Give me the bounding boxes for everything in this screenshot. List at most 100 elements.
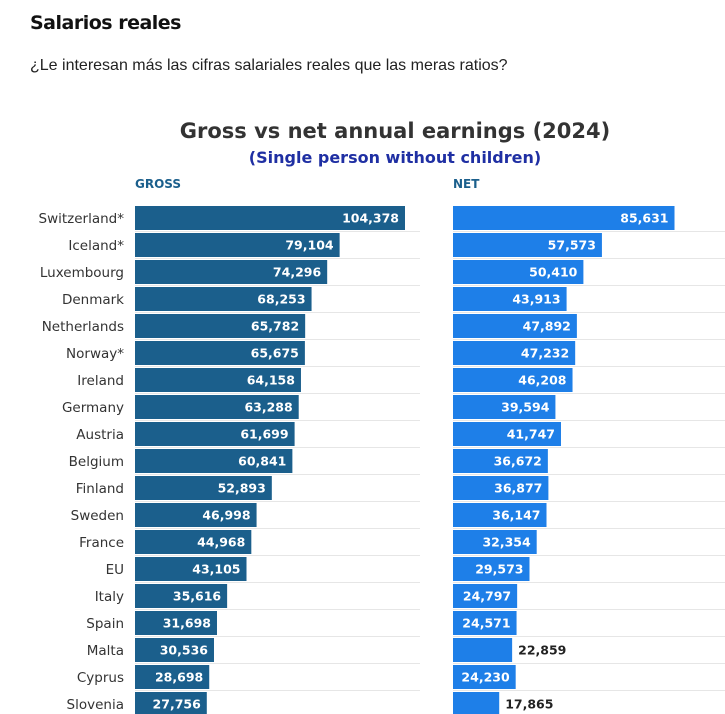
gross-bar (135, 530, 252, 554)
gross-panel-header: GROSS (135, 177, 182, 191)
gross-value-label: 52,893 (218, 481, 266, 496)
section-title: Salarios reales (30, 12, 182, 34)
net-value-label: 32,354 (482, 535, 531, 550)
category-label: EU (106, 562, 124, 578)
category-label: Malta (87, 643, 124, 659)
chart-title: Gross vs net annual earnings (2024) (179, 119, 611, 143)
net-bar (453, 638, 513, 662)
chart-subtitle: (Single person without children) (248, 148, 542, 167)
gross-bar (135, 314, 306, 338)
category-label: Italy (95, 589, 124, 605)
gross-bar (135, 503, 257, 527)
gross-bar (135, 206, 405, 230)
net-value-label: 24,230 (461, 670, 510, 685)
gross-value-label: 27,756 (153, 697, 202, 712)
category-label: Cyprus (77, 670, 124, 686)
gross-bar (135, 287, 312, 311)
net-value-label: 36,672 (494, 454, 542, 469)
gross-bar (135, 692, 207, 714)
net-bar (453, 314, 577, 338)
gross-value-label: 43,105 (192, 562, 240, 577)
category-label: Switzerland* (39, 211, 125, 227)
gross-value-label: 46,998 (202, 508, 250, 523)
gross-value-label: 60,841 (238, 454, 286, 469)
gross-bar (135, 233, 340, 257)
gross-value-label: 31,698 (163, 616, 211, 631)
net-bar (453, 422, 561, 446)
category-label: Netherlands (42, 319, 124, 335)
gross-value-label: 65,675 (251, 346, 299, 361)
category-label: Iceland* (68, 238, 124, 254)
gross-value-label: 35,616 (173, 589, 222, 604)
gross-bar (135, 341, 305, 365)
gross-bar (135, 611, 217, 635)
gross-bar (135, 584, 228, 608)
net-value-label: 47,232 (521, 346, 569, 361)
category-label: France (79, 535, 124, 551)
net-bar (453, 611, 517, 635)
gross-value-label: 64,158 (247, 373, 295, 388)
net-value-label: 29,573 (475, 562, 523, 577)
gross-bar (135, 368, 301, 392)
net-bar (453, 449, 548, 473)
category-label: Norway* (66, 346, 124, 362)
gross-bar (135, 638, 214, 662)
net-value-label: 85,631 (620, 211, 668, 226)
gross-bar (135, 260, 328, 284)
net-value-label: 43,913 (512, 292, 560, 307)
net-value-label: 41,747 (507, 427, 555, 442)
net-value-label: 57,573 (548, 238, 596, 253)
gross-value-label: 65,782 (251, 319, 299, 334)
net-bar (453, 206, 675, 230)
net-value-label: 39,594 (501, 400, 550, 415)
category-label: Belgium (69, 454, 124, 470)
gross-value-label: 44,968 (197, 535, 245, 550)
net-value-label: 24,797 (463, 589, 511, 604)
net-bar (453, 260, 584, 284)
gross-value-label: 28,698 (155, 670, 203, 685)
gross-bar (135, 665, 210, 689)
category-label: Spain (86, 616, 124, 632)
net-bar (453, 692, 500, 714)
category-label: Austria (76, 427, 124, 443)
net-bar (453, 368, 573, 392)
net-value-label: 36,877 (494, 481, 542, 496)
gross-value-label: 104,378 (342, 211, 399, 226)
net-value-label: 47,892 (523, 319, 571, 334)
gross-value-label: 61,699 (240, 427, 288, 442)
net-bar (453, 476, 549, 500)
net-bar (453, 584, 518, 608)
category-label: Denmark (62, 292, 124, 308)
category-label: Germany (62, 400, 124, 416)
gross-bar (135, 422, 295, 446)
net-bar (453, 395, 556, 419)
category-label: Luxembourg (40, 265, 124, 281)
category-label: Sweden (71, 508, 124, 524)
gross-value-label: 30,536 (160, 643, 209, 658)
section-subtitle: ¿Le interesan más las cifras salariales … (30, 57, 508, 74)
category-label: Slovenia (67, 697, 124, 713)
net-value-label: 17,865 (505, 697, 553, 712)
category-label: Ireland (77, 373, 124, 389)
net-value-label: 50,410 (529, 265, 578, 280)
gross-value-label: 79,104 (285, 238, 334, 253)
net-value-label: 46,208 (518, 373, 566, 388)
gross-bar (135, 557, 247, 581)
net-bar (453, 287, 567, 311)
category-label: Finland (76, 481, 124, 497)
net-panel-header: NET (453, 177, 480, 191)
gross-bar (135, 395, 299, 419)
net-value-label: 36,147 (492, 508, 540, 523)
net-bar (453, 341, 576, 365)
gross-bar (135, 449, 293, 473)
net-bar (453, 665, 516, 689)
gross-value-label: 74,296 (273, 265, 322, 280)
net-value-label: 22,859 (518, 643, 566, 658)
net-value-label: 24,571 (462, 616, 510, 631)
net-bar (453, 503, 547, 527)
gross-value-label: 63,288 (244, 400, 292, 415)
net-bar (453, 530, 537, 554)
net-bar (453, 233, 602, 257)
gross-bar (135, 476, 272, 500)
